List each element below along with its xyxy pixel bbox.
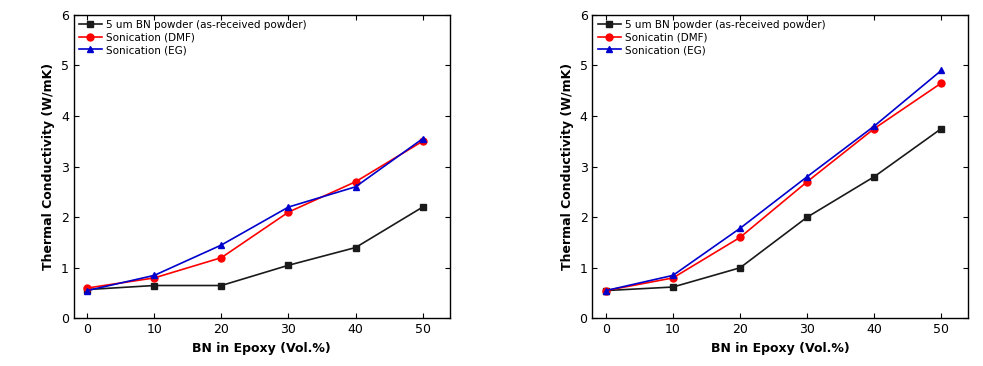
Sonication (DMF) (417, 139, 429, 143)
Sonication (EG) (148, 273, 160, 277)
Sonication (EG) (600, 288, 611, 293)
Sonication (EG) (282, 205, 294, 209)
Sonicatin (DMF) (801, 179, 813, 184)
Line: Sonication (EG): Sonication (EG) (84, 135, 427, 294)
5 um BN powder (as-received powder) (734, 266, 746, 270)
Legend: 5 um BN powder (as-received powder), Sonication (DMF), Sonication (EG): 5 um BN powder (as-received powder), Son… (77, 18, 309, 57)
Sonication (EG) (801, 175, 813, 179)
Sonication (EG) (82, 288, 93, 293)
Sonication (EG) (868, 124, 880, 128)
Sonication (DMF) (82, 286, 93, 290)
Sonication (EG) (417, 137, 429, 141)
5 um BN powder (as-received powder) (936, 126, 948, 131)
5 um BN powder (as-received powder) (148, 283, 160, 288)
Legend: 5 um BN powder (as-received powder), Sonicatin (DMF), Sonication (EG): 5 um BN powder (as-received powder), Son… (596, 18, 828, 57)
Sonicatin (DMF) (868, 126, 880, 131)
5 um BN powder (as-received powder) (868, 175, 880, 179)
Line: Sonicatin (DMF): Sonicatin (DMF) (603, 79, 945, 294)
Sonication (EG) (936, 68, 948, 72)
5 um BN powder (as-received powder) (82, 287, 93, 292)
X-axis label: BN in Epoxy (Vol.%): BN in Epoxy (Vol.%) (711, 342, 849, 355)
Sonicatin (DMF) (936, 81, 948, 85)
Line: Sonication (EG): Sonication (EG) (603, 67, 945, 294)
Sonicatin (DMF) (600, 288, 611, 293)
Sonication (EG) (215, 243, 227, 247)
5 um BN powder (as-received powder) (215, 283, 227, 288)
Line: 5 um BN powder (as-received powder): 5 um BN powder (as-received powder) (603, 125, 945, 294)
Sonication (DMF) (148, 276, 160, 280)
Sonicatin (DMF) (734, 235, 746, 240)
5 um BN powder (as-received powder) (350, 245, 362, 250)
5 um BN powder (as-received powder) (801, 215, 813, 219)
X-axis label: BN in Epoxy (Vol.%): BN in Epoxy (Vol.%) (193, 342, 331, 355)
Sonication (EG) (734, 226, 746, 231)
5 um BN powder (as-received powder) (282, 263, 294, 268)
Sonication (EG) (667, 273, 679, 277)
Y-axis label: Thermal Conductivity (W/mK): Thermal Conductivity (W/mK) (42, 63, 55, 270)
Sonication (EG) (350, 184, 362, 189)
5 um BN powder (as-received powder) (667, 285, 679, 289)
Line: Sonication (DMF): Sonication (DMF) (84, 138, 427, 291)
Y-axis label: Thermal Conductivity (W/mK): Thermal Conductivity (W/mK) (561, 63, 574, 270)
5 um BN powder (as-received powder) (417, 205, 429, 209)
Sonication (DMF) (215, 255, 227, 260)
Line: 5 um BN powder (as-received powder): 5 um BN powder (as-received powder) (84, 203, 427, 293)
Sonicatin (DMF) (667, 276, 679, 280)
Sonication (DMF) (282, 210, 294, 214)
5 um BN powder (as-received powder) (600, 288, 611, 293)
Sonication (DMF) (350, 179, 362, 184)
